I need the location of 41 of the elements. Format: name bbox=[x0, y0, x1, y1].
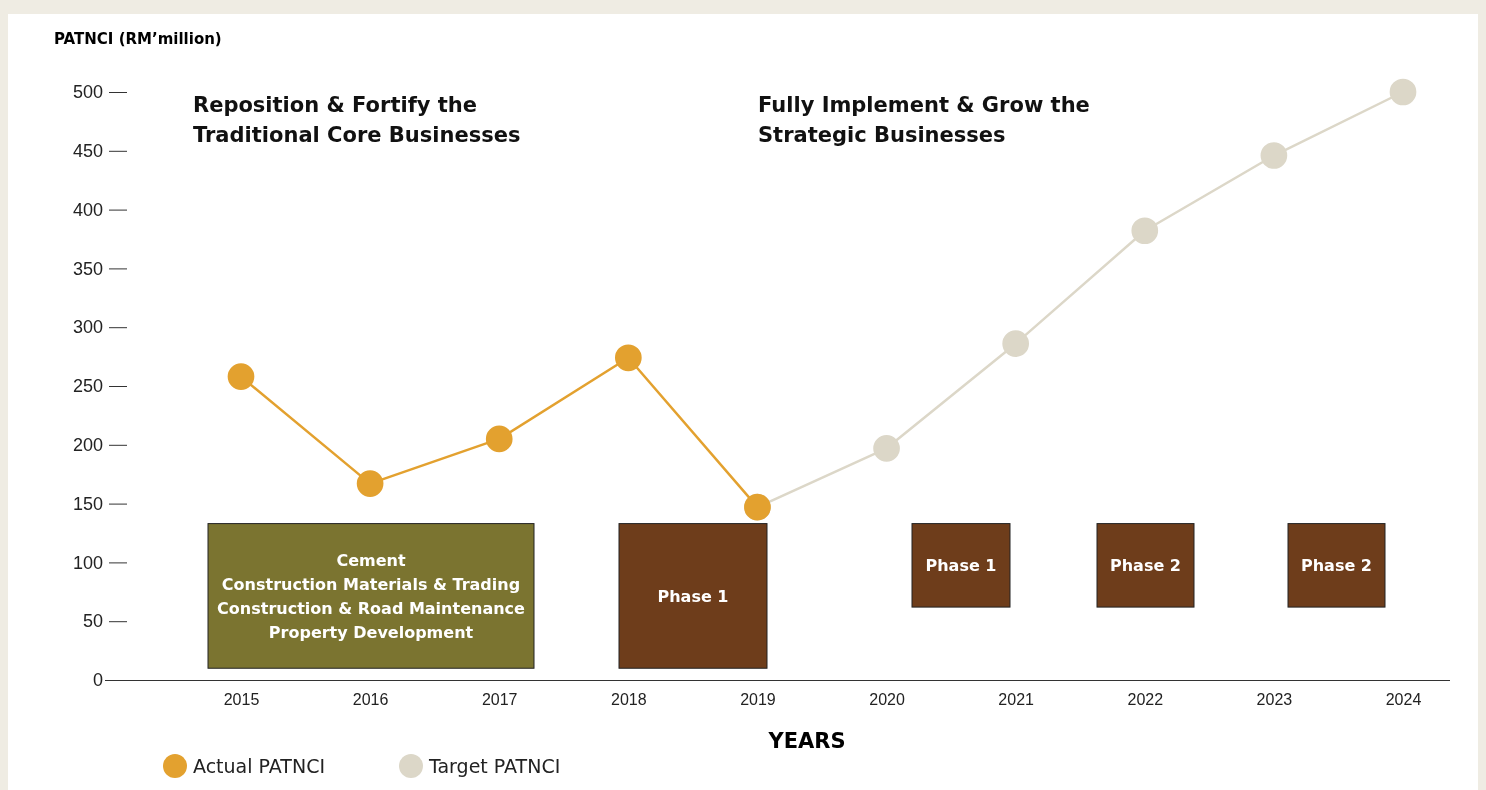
point bbox=[1002, 330, 1030, 357]
y-axis-title: PATNCI (RM’million) bbox=[54, 30, 222, 48]
y-tick-label: 350 bbox=[72, 258, 103, 279]
y-tick-label: 200 bbox=[72, 435, 103, 456]
x-tick-label: 2019 bbox=[740, 691, 776, 709]
y-tick-label: 250 bbox=[72, 376, 103, 397]
annotation: Fully Implement & Grow the Strategic Businesses bbox=[758, 93, 1090, 147]
y-tick-label: 450 bbox=[72, 141, 103, 162]
x-tick-label: 2017 bbox=[481, 691, 518, 709]
y-tick-label: 500 bbox=[72, 82, 103, 103]
y-tick-label: 300 bbox=[72, 317, 103, 338]
x-tick-label: 2023 bbox=[1256, 691, 1293, 709]
y-tick-label: 400 bbox=[72, 199, 103, 220]
annotation: Cement Construction Materials & Trading Construction & Road Maintenance Property Development bbox=[217, 550, 526, 642]
y-tick-label: 100 bbox=[72, 552, 103, 573]
point bbox=[485, 425, 513, 453]
x-tick-label: 2020 bbox=[869, 691, 905, 709]
point bbox=[1131, 217, 1159, 245]
y-tick-label: 150 bbox=[72, 493, 103, 514]
point bbox=[1260, 142, 1288, 169]
x-tick-label: 2024 bbox=[1385, 691, 1422, 709]
x-tick-label: 2018 bbox=[611, 691, 647, 709]
x-axis-title: YEARS bbox=[767, 729, 846, 753]
point bbox=[873, 435, 900, 462]
x-tick-label: 2016 bbox=[352, 691, 389, 709]
point bbox=[1389, 78, 1417, 106]
annotation: Reposition & Fortify the Traditional Core Businesses bbox=[193, 93, 521, 147]
y-tick-label: 0 bbox=[92, 670, 103, 691]
x-tick-label: 2015 bbox=[223, 691, 260, 709]
annotation: Phase 1 bbox=[657, 586, 729, 606]
point bbox=[614, 344, 642, 372]
point bbox=[227, 363, 255, 390]
x-tick-label: 2021 bbox=[998, 691, 1035, 709]
y-tick-label: 50 bbox=[82, 611, 103, 632]
legend-label: Actual PATNCI bbox=[193, 755, 326, 777]
annotation: Phase 2 bbox=[1301, 556, 1372, 576]
legend-label: Target PATNCI bbox=[428, 755, 561, 777]
point bbox=[356, 470, 384, 497]
annotation: Phase 2 bbox=[1110, 556, 1181, 576]
annotation: Phase 1 bbox=[925, 556, 997, 576]
x-tick-label: 2022 bbox=[1127, 691, 1164, 709]
